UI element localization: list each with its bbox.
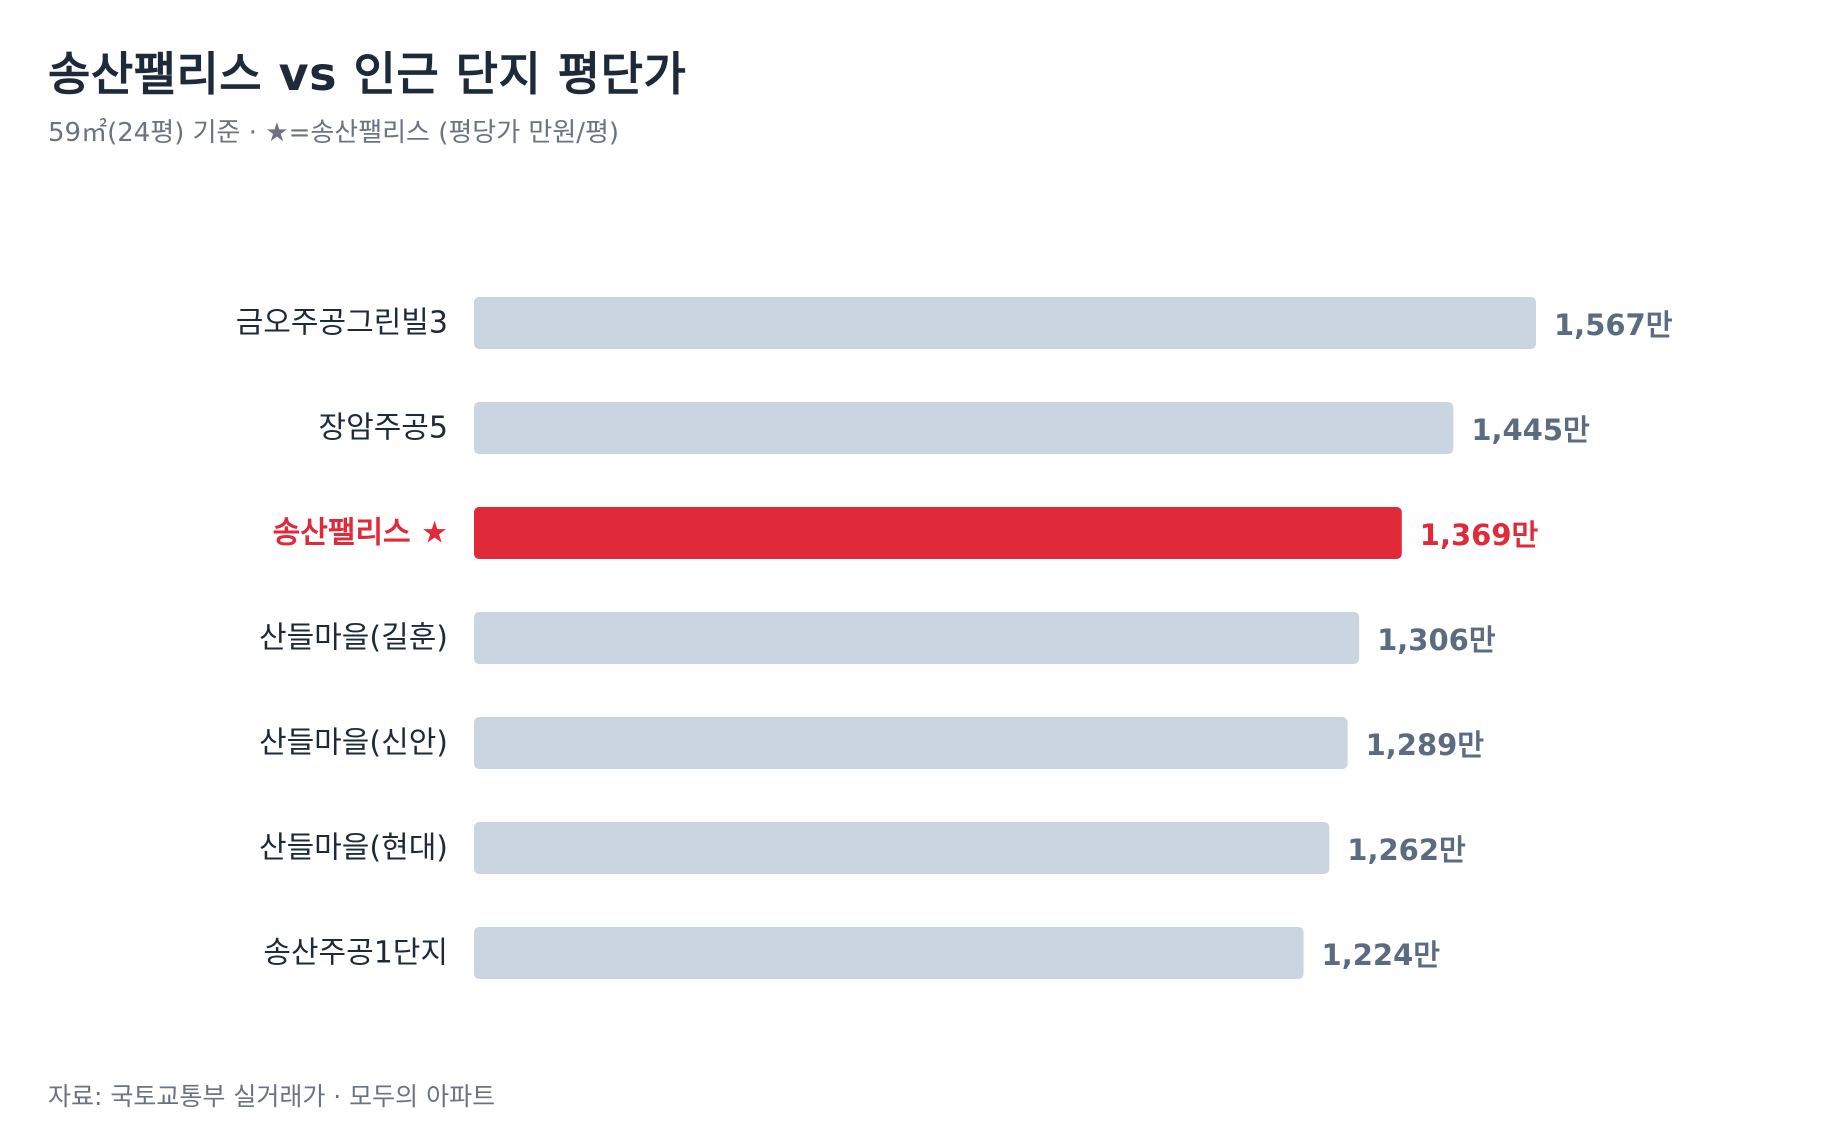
category-label: 산들마을(신안)	[259, 726, 448, 761]
value-label: 1,306만	[1377, 623, 1496, 657]
bar	[474, 717, 1348, 769]
chart-title: 송산팰리스 vs 인근 단지 평단가	[48, 47, 687, 101]
value-label: 1,445만	[1471, 413, 1590, 447]
bar	[474, 612, 1360, 664]
value-label: 1,369만	[1420, 518, 1539, 552]
value-label: 1,567만	[1554, 308, 1673, 342]
source-note: 자료: 국토교통부 실거래가 · 모두의 아파트	[48, 1082, 496, 1111]
bar	[474, 927, 1304, 979]
chart-subtitle: 59㎡(24평) 기준 · ★=송산팰리스 (평당가 만원/평)	[48, 118, 620, 148]
category-label: 금오주공그린빌3	[236, 306, 448, 341]
category-label: 송산팰리스 ★	[273, 516, 448, 551]
category-label: 산들마을(현대)	[259, 831, 448, 866]
value-label: 1,224만	[1322, 938, 1441, 972]
bar	[474, 822, 1330, 874]
value-label: 1,289만	[1366, 728, 1485, 762]
category-label: 송산주공1단지	[263, 936, 448, 971]
bar	[474, 402, 1454, 454]
category-label: 장암주공5	[319, 411, 449, 446]
value-label: 1,262만	[1347, 833, 1466, 867]
category-label: 산들마을(길훈)	[259, 621, 448, 656]
bar-highlight	[474, 507, 1402, 559]
bar	[474, 297, 1536, 349]
